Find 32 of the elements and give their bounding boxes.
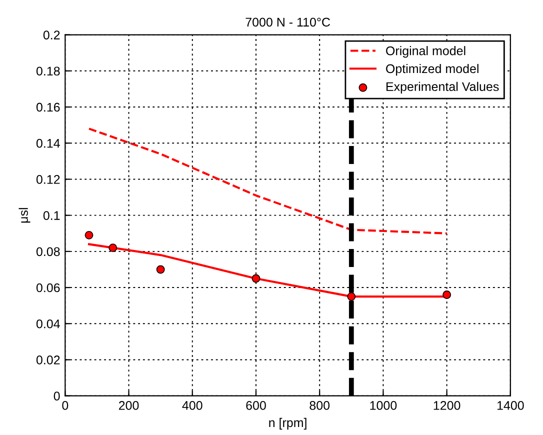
y-tick-label: 0.1 bbox=[43, 211, 60, 220]
y-tick-label: 0.02 bbox=[36, 356, 60, 364]
point bbox=[442, 290, 452, 299]
y-tick-label: 0 bbox=[54, 392, 60, 400]
legend-label: Optimized model bbox=[386, 64, 478, 76]
x-tick-label: 1400 bbox=[497, 401, 524, 410]
y-tick-label: 0.16 bbox=[36, 102, 60, 112]
line-series bbox=[88, 128, 448, 234]
x-axis-title: n [rpm] bbox=[269, 418, 306, 430]
x-tick-label: 200 bbox=[118, 401, 139, 410]
y-axis-title: μsl bbox=[18, 208, 30, 223]
y-tick-label: 0.04 bbox=[36, 319, 60, 328]
x-tick-label: 600 bbox=[246, 401, 266, 410]
y-tick-label: 0.2 bbox=[43, 30, 60, 40]
point bbox=[347, 292, 356, 301]
legend-label: Experimental Values bbox=[386, 82, 499, 94]
y-tick-label: 0.08 bbox=[36, 247, 60, 256]
point bbox=[84, 230, 94, 240]
point bbox=[108, 244, 118, 252]
x-tick-label: 400 bbox=[182, 401, 202, 410]
y-tick-label: 0.06 bbox=[36, 283, 60, 292]
x-tick-label: 1200 bbox=[434, 401, 460, 410]
x-tick-label: 0 bbox=[62, 401, 68, 410]
legend-label: Original model bbox=[386, 46, 466, 58]
x-tick-label: 1000 bbox=[370, 401, 397, 410]
x-tick-label: 800 bbox=[310, 401, 330, 410]
y-tick-label: 0.18 bbox=[36, 66, 60, 76]
point bbox=[156, 265, 165, 274]
y-tick-label: 0.14 bbox=[36, 138, 60, 148]
point bbox=[252, 274, 260, 283]
chart-title: 7000 N - 110°C bbox=[246, 18, 330, 27]
y-tick-label: 0.12 bbox=[36, 175, 60, 184]
